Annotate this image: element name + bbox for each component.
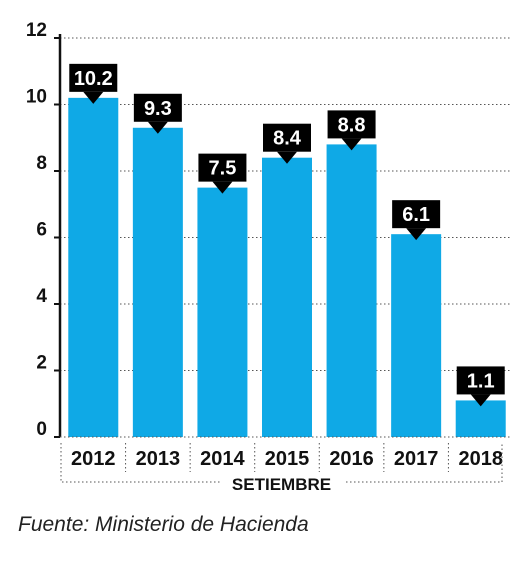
bars <box>68 97 506 438</box>
data-label-box <box>456 366 505 395</box>
x-tick-label: 2018 <box>458 448 503 470</box>
y-tick-label: 12 <box>26 20 47 41</box>
x-tick-label: 2013 <box>136 448 181 470</box>
y-tick-label: 6 <box>36 220 47 241</box>
data-label-pointer <box>277 151 297 164</box>
bar <box>197 187 248 437</box>
data-label-pointer <box>406 228 427 241</box>
data-label-pointer <box>212 181 233 194</box>
data-label-callout: 8.8 <box>327 110 376 151</box>
data-label: 8.8 <box>338 114 366 136</box>
y-axis: 0 2 4 6 8 10 12 <box>26 20 62 440</box>
y-tick-label: 10 <box>26 87 47 108</box>
data-label-callout: 7.5 <box>198 153 247 194</box>
data-label: 1.1 <box>467 370 495 392</box>
data-label-callout: 1.1 <box>456 366 505 407</box>
x-tick-label: 2017 <box>394 448 439 470</box>
data-label-box <box>133 93 182 122</box>
bar <box>132 127 183 438</box>
data-label: 10.2 <box>74 68 113 90</box>
bar <box>455 400 506 437</box>
data-label-pointer <box>341 138 362 151</box>
y-tick-label: 0 <box>36 419 47 440</box>
y-tick-label: 4 <box>36 286 47 307</box>
data-label-box <box>69 63 118 92</box>
x-axis: 2012 2013 2014 2015 2016 2017 2018 SETIEMBRE <box>60 436 512 494</box>
data-label: 9.3 <box>144 98 172 120</box>
x-tick-label: 2016 <box>329 448 374 470</box>
data-label-pointer <box>83 91 104 104</box>
data-label-box <box>198 153 247 182</box>
data-label-callout: 9.3 <box>133 93 182 134</box>
data-label: 8.4 <box>273 128 302 150</box>
bar <box>326 144 377 437</box>
bar <box>391 234 442 437</box>
bar <box>262 157 312 437</box>
x-tick-label: 2014 <box>200 448 245 470</box>
y-tick-label: 8 <box>36 153 47 174</box>
data-labels: 10.2 9.3 7.5 8.4 8.8 6.1 1.1 <box>69 63 505 407</box>
group-label-backing <box>219 473 344 493</box>
data-label-callout: 6.1 <box>392 200 441 241</box>
data-label-box <box>263 123 311 152</box>
x-tick-label: 2015 <box>265 448 310 470</box>
data-label-pointer <box>147 121 168 134</box>
data-label: 6.1 <box>402 204 430 226</box>
source-note: Fuente: Ministerio de Hacienda <box>18 513 309 536</box>
y-tick-label: 2 <box>36 353 47 374</box>
data-label-box <box>392 200 441 229</box>
data-label: 7.5 <box>209 158 237 180</box>
data-label-callout: 8.4 <box>263 123 311 164</box>
group-label: SETIEMBRE <box>232 475 331 494</box>
data-label-pointer <box>470 394 491 407</box>
data-label-box <box>327 110 376 139</box>
x-tick-label: 2012 <box>71 448 116 470</box>
data-label-callout: 10.2 <box>69 63 118 104</box>
bar <box>68 97 119 437</box>
